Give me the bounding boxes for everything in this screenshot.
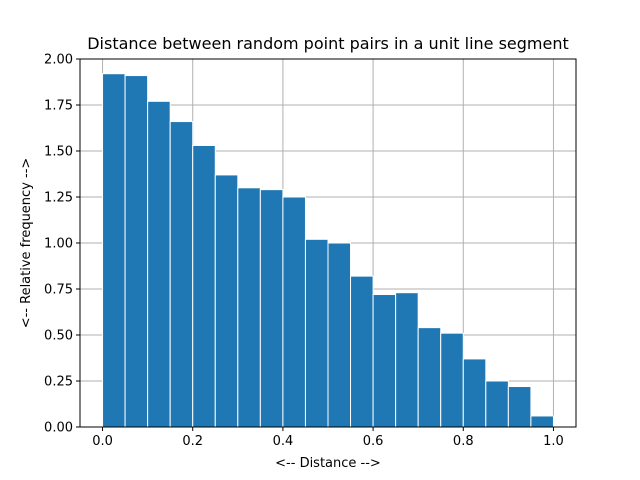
axis-ticks: 0.0 0.2 0.4 0.6 0.8 1.0 0.00 0.25 0.50 0.75 1.00 1.… [44, 53, 564, 450]
histogram-bar [462, 358, 487, 428]
x-tick-label: 0.4 [273, 434, 294, 449]
histogram-bar [192, 144, 216, 428]
histogram-bar [372, 294, 397, 428]
y-tick-label: 0.25 [44, 375, 73, 390]
x-tick-label: 0.0 [92, 434, 113, 449]
x-axis-title: <-- Distance --> [275, 456, 381, 471]
y-tick-label: 1.25 [44, 191, 73, 206]
x-tick-label: 0.6 [363, 434, 384, 449]
x-tick-label: 0.8 [453, 434, 474, 449]
histogram-bar [440, 332, 464, 428]
histogram-bar [530, 415, 554, 428]
bars [102, 73, 554, 428]
x-tick-label: 0.2 [182, 434, 203, 449]
y-tick-label: 1.00 [44, 237, 73, 252]
histogram-bar [124, 75, 149, 428]
y-tick-label: 2.00 [44, 53, 73, 68]
chart-title: Distance between random point pairs in a… [87, 34, 569, 53]
histogram-bar [485, 380, 509, 428]
y-tick-label: 0.75 [44, 283, 73, 298]
histogram-bar [169, 121, 194, 428]
histogram-bar [282, 196, 306, 428]
histogram-bar [147, 100, 171, 428]
y-tick-label: 1.75 [44, 99, 73, 114]
x-tick-label: 1.0 [543, 434, 564, 449]
histogram-bar [102, 73, 126, 428]
y-axis-title: <-- Relative frequency --> [19, 158, 34, 329]
histogram-bar [259, 189, 284, 428]
histogram-bar [507, 386, 532, 428]
histogram-bar [417, 327, 442, 428]
y-tick-label: 0.00 [44, 421, 73, 436]
y-tick-label: 0.50 [44, 329, 73, 344]
histogram-bar [304, 238, 329, 428]
histogram-bar [350, 275, 374, 428]
histogram-bar [327, 242, 352, 428]
histogram-bar [214, 174, 239, 428]
y-tick-label: 1.50 [44, 145, 73, 160]
histogram-bar [395, 292, 419, 428]
histogram-bar [237, 187, 261, 428]
